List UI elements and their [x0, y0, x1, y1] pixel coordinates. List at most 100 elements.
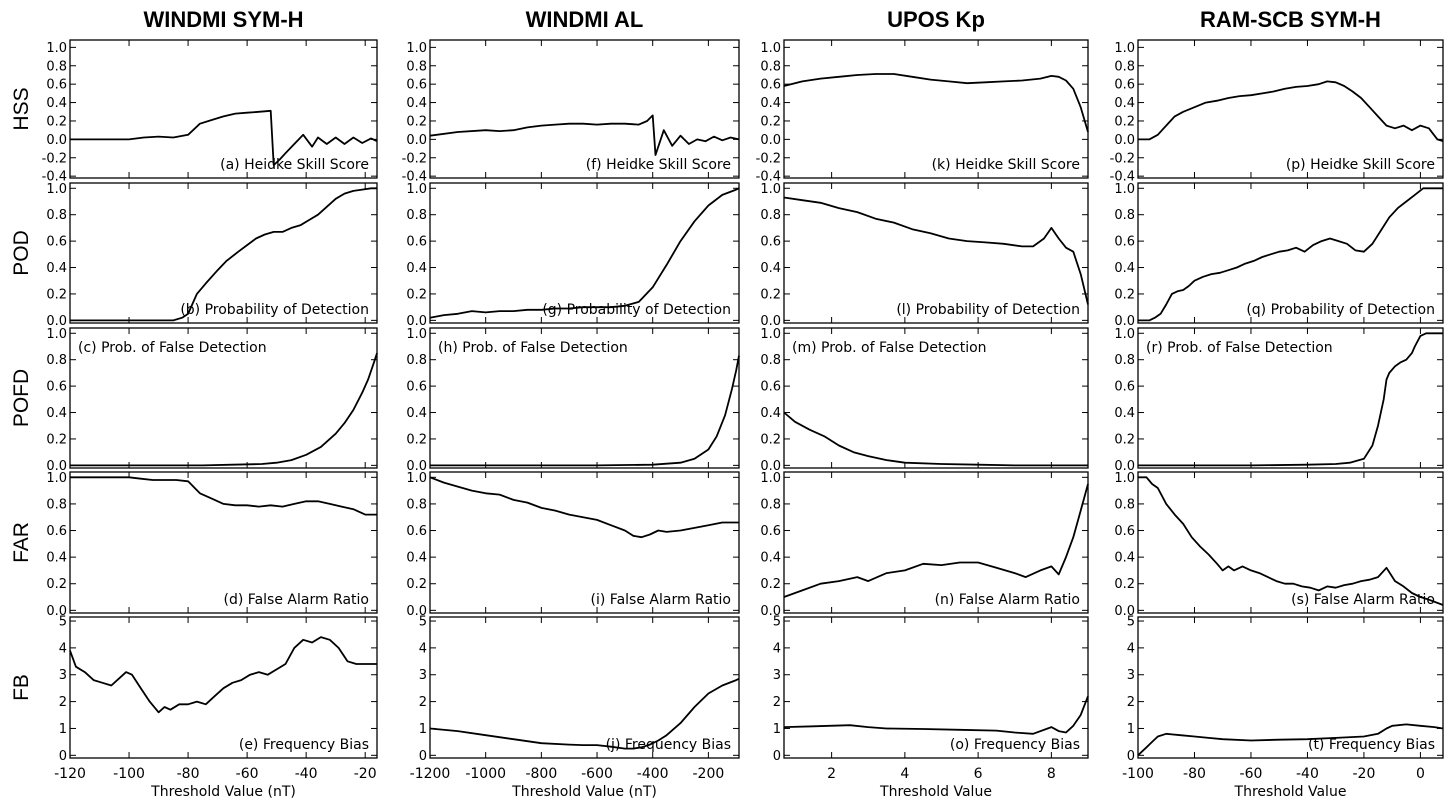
y-tick-label: 0.4 [406, 96, 427, 111]
panel-frame [783, 182, 1089, 324]
y-tick-label: 0.6 [1114, 235, 1135, 250]
y-tick-label: 0.8 [406, 353, 427, 368]
x-tick-label: -200 [692, 766, 724, 782]
panel-frame [69, 327, 378, 469]
y-tick-label: -0.4 [1110, 170, 1135, 185]
series-line [429, 114, 740, 156]
panel-frame [783, 616, 1089, 759]
series-line [783, 695, 1089, 735]
x-tick-label: -100 [113, 766, 145, 782]
panel-p: 1.0 0.8 0.6 0.4 0.2 0.0 -0.2 -0.4 (p) Heidke Ski… [1110, 39, 1444, 185]
panel-h: 1.0 0.8 0.6 0.4 0.2 0.0 (h) Prob. of False Det… [406, 327, 740, 474]
row-label: POD [10, 230, 33, 276]
y-tick-label: -0.4 [42, 170, 67, 185]
panel-annotation: (m) Prob. of False Detection [792, 340, 987, 356]
y-tick-label: 0.6 [406, 235, 427, 250]
y-tick-label: 0.4 [760, 406, 781, 421]
y-tick-label: 0.8 [760, 59, 781, 74]
row-label: FB [10, 674, 33, 701]
y-tick-label: 0.4 [46, 406, 67, 421]
y-tick-label: 1.0 [46, 182, 67, 197]
y-tick-label: 1.0 [1114, 41, 1135, 56]
x-tick-label: 6 [974, 766, 983, 782]
row-label: POFD [10, 369, 33, 427]
y-tick-label: 0.2 [406, 577, 427, 592]
panel-a: 1.0 0.8 0.6 0.4 0.2 0.0 -0.2 -0.4 (a) Heidke Ski… [42, 39, 378, 185]
y-tick-label: 0.8 [46, 208, 67, 223]
y-tick-label: 0.4 [46, 261, 67, 276]
y-tick-label: 0.0 [46, 133, 67, 148]
y-tick-label: 1.0 [406, 471, 427, 486]
y-tick-label: 0.0 [46, 604, 67, 619]
y-tick-label: 0.8 [406, 497, 427, 512]
panel-annotation: (q) Probability of Detection [1246, 302, 1435, 318]
y-tick-label: 0.4 [760, 261, 781, 276]
panel-annotation: (f) Heidke Skill Score [586, 157, 731, 173]
y-tick-label: 0.0 [1114, 604, 1135, 619]
y-tick-label: 0.8 [46, 59, 67, 74]
y-tick-label: 0.2 [760, 432, 781, 447]
panel-j: 5 4 3 2 1 0 (j) Frequency Bias [419, 615, 740, 764]
panel-frame [1137, 471, 1444, 614]
y-tick-label: 0.4 [1114, 96, 1135, 111]
y-tick-label: 0 [59, 749, 67, 764]
y-tick-label: 4 [773, 641, 781, 656]
panel-frame [69, 471, 378, 614]
y-tick-label: 0.2 [406, 114, 427, 129]
panel-annotation: (t) Frequency Bias [1308, 737, 1435, 753]
series-line [1138, 80, 1444, 143]
panel-annotation: (d) False Alarm Ratio [224, 592, 369, 608]
y-tick-label: 0.6 [760, 380, 781, 395]
panel-l: 1.0 0.8 0.6 0.4 0.2 0.0 (l) Probability of Det… [760, 182, 1089, 329]
series-line [1137, 723, 1444, 756]
panel-k: 1.0 0.8 0.6 0.4 0.2 0.0 -0.2 -0.4 (k) Heidke Ski… [756, 39, 1089, 185]
y-tick-label: 1.0 [46, 41, 67, 56]
panel-annotation: (c) Prob. of False Detection [78, 340, 267, 356]
y-tick-label: 0.0 [406, 133, 427, 148]
panel-frame [429, 39, 740, 179]
y-tick-label: 0.6 [406, 380, 427, 395]
y-tick-label: 0.0 [1114, 459, 1135, 474]
panel-annotation: (i) False Alarm Ratio [591, 592, 731, 608]
series-line [1138, 187, 1443, 322]
y-tick-label: 0.4 [1114, 551, 1135, 566]
series-line [1138, 332, 1443, 467]
y-tick-label: 5 [1127, 615, 1135, 630]
y-tick-label: 0.0 [1114, 133, 1135, 148]
panel-g: 1.0 0.8 0.6 0.4 0.2 0.0 (g) Probability of Det… [406, 182, 740, 329]
y-tick-label: 0.6 [1114, 78, 1135, 93]
y-tick-label: -0.4 [402, 170, 427, 185]
panel-d: 1.0 0.8 0.6 0.4 0.2 0.0 (d) False Alarm Ratio [46, 471, 378, 619]
panel-annotation: (a) Heidke Skill Score [220, 157, 369, 173]
panel-annotation: (j) Frequency Bias [606, 737, 731, 753]
y-tick-label: -0.2 [1110, 151, 1135, 166]
y-tick-label: 0.6 [46, 235, 67, 250]
panel-frame [1137, 327, 1444, 469]
x-tick-label: -40 [1296, 766, 1319, 782]
panel-annotation: (s) False Alarm Ratio [1291, 592, 1435, 608]
y-tick-label: 0.8 [1114, 59, 1135, 74]
y-tick-label: 2 [1127, 695, 1135, 710]
series-line [783, 196, 1089, 305]
panel-frame [69, 182, 378, 324]
panel-frame [1137, 39, 1444, 179]
y-tick-label: 0.6 [1114, 380, 1135, 395]
y-tick-label: 0 [1127, 749, 1135, 764]
x-tick-label: 0 [1416, 766, 1425, 782]
panel-q: 1.0 0.8 0.6 0.4 0.2 0.0 (q) Probability of Det… [1114, 182, 1444, 329]
panel-frame [1137, 182, 1444, 324]
y-tick-label: 0.6 [1114, 524, 1135, 539]
y-tick-label: 1 [59, 722, 67, 737]
y-tick-label: 0.4 [406, 406, 427, 421]
panel-annotation: (b) Probability of Detection [180, 302, 369, 318]
row-label: FAR [10, 522, 33, 563]
series-line [70, 187, 377, 322]
y-tick-label: 1.0 [46, 471, 67, 486]
y-tick-label: -0.2 [402, 151, 427, 166]
panel-frame [783, 39, 1089, 179]
panel-t: 5 4 3 2 1 0 (t) Frequency Bias [1127, 615, 1444, 764]
panel-annotation: (o) Frequency Bias [950, 737, 1080, 753]
y-tick-label: 1.0 [760, 471, 781, 486]
y-tick-label: 0.2 [760, 114, 781, 129]
